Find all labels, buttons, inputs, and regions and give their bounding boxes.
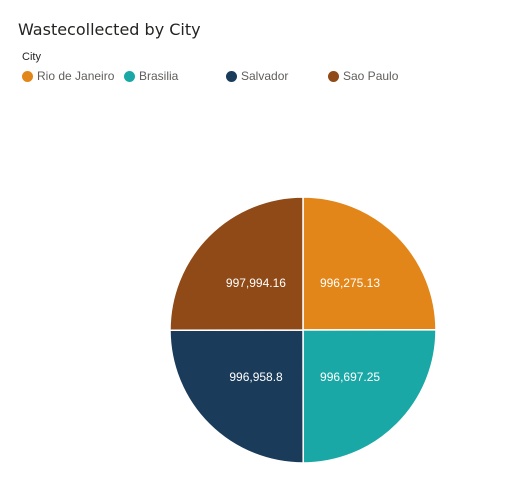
data-label-brasilia: 996,697.25 bbox=[320, 370, 380, 384]
legend-marker-icon bbox=[22, 70, 33, 82]
legend-label: Brasilia bbox=[139, 69, 179, 83]
data-label-salvador: 996,958.8 bbox=[229, 370, 283, 384]
legend-item-rio-de-janeiro[interactable]: Rio de Janeiro bbox=[22, 68, 114, 84]
pie-slice-sao-paulo[interactable] bbox=[169, 196, 304, 331]
pie-slice-brasilia[interactable] bbox=[302, 329, 437, 464]
data-label-rio-de-janeiro: 996,275.13 bbox=[320, 276, 380, 290]
legend-marker-icon bbox=[328, 70, 339, 82]
legend-item-sao-paulo[interactable]: Sao Paulo bbox=[328, 68, 398, 84]
legend-title: City bbox=[22, 51, 41, 63]
legend-item-salvador[interactable]: Salvador bbox=[226, 68, 288, 84]
pie-slice-rio-de-janeiro[interactable] bbox=[302, 196, 437, 331]
data-label-sao-paulo: 997,994.16 bbox=[226, 276, 286, 290]
legend-marker-icon bbox=[226, 70, 237, 82]
legend-label: Sao Paulo bbox=[343, 69, 399, 83]
legend-label: Salvador bbox=[241, 69, 289, 83]
chart-title: Wastecollected by City bbox=[18, 20, 201, 39]
legend-label: Rio de Janeiro bbox=[37, 69, 115, 83]
pie-slice-salvador[interactable] bbox=[169, 329, 304, 464]
legend-marker-icon bbox=[124, 70, 135, 82]
legend-item-brasilia[interactable]: Brasilia bbox=[124, 68, 178, 84]
